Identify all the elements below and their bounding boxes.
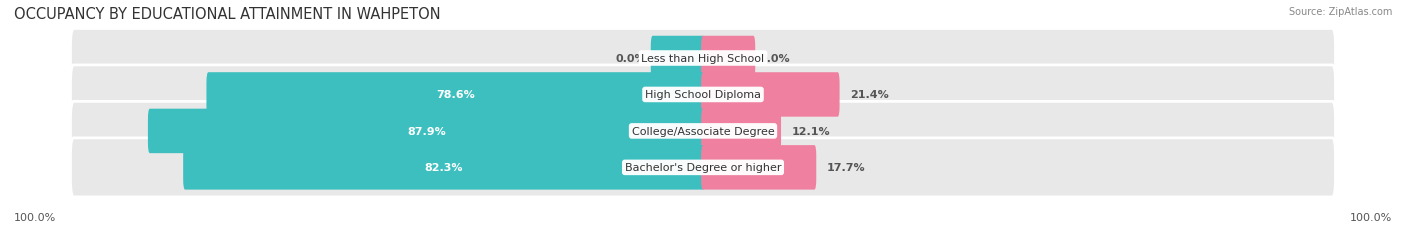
Text: 0.0%: 0.0% bbox=[616, 54, 647, 64]
Text: 82.3%: 82.3% bbox=[425, 163, 463, 173]
FancyBboxPatch shape bbox=[702, 146, 817, 190]
Text: Bachelor's Degree or higher: Bachelor's Degree or higher bbox=[624, 163, 782, 173]
Text: 100.0%: 100.0% bbox=[1350, 212, 1392, 222]
Text: High School Diploma: High School Diploma bbox=[645, 90, 761, 100]
Text: 78.6%: 78.6% bbox=[436, 90, 475, 100]
FancyBboxPatch shape bbox=[183, 146, 704, 190]
FancyBboxPatch shape bbox=[70, 102, 1336, 161]
Text: OCCUPANCY BY EDUCATIONAL ATTAINMENT IN WAHPETON: OCCUPANCY BY EDUCATIONAL ATTAINMENT IN W… bbox=[14, 7, 440, 22]
FancyBboxPatch shape bbox=[70, 66, 1336, 125]
Text: 21.4%: 21.4% bbox=[851, 90, 889, 100]
FancyBboxPatch shape bbox=[207, 73, 704, 117]
FancyBboxPatch shape bbox=[702, 73, 839, 117]
FancyBboxPatch shape bbox=[702, 36, 755, 81]
FancyBboxPatch shape bbox=[148, 109, 704, 153]
Text: 12.1%: 12.1% bbox=[792, 126, 831, 136]
Text: Source: ZipAtlas.com: Source: ZipAtlas.com bbox=[1288, 7, 1392, 17]
Text: 87.9%: 87.9% bbox=[406, 126, 446, 136]
Text: 0.0%: 0.0% bbox=[759, 54, 790, 64]
FancyBboxPatch shape bbox=[651, 36, 704, 81]
Text: College/Associate Degree: College/Associate Degree bbox=[631, 126, 775, 136]
Text: Less than High School: Less than High School bbox=[641, 54, 765, 64]
Text: 100.0%: 100.0% bbox=[14, 212, 56, 222]
FancyBboxPatch shape bbox=[702, 109, 782, 153]
FancyBboxPatch shape bbox=[70, 138, 1336, 197]
FancyBboxPatch shape bbox=[70, 29, 1336, 88]
Text: 17.7%: 17.7% bbox=[827, 163, 866, 173]
